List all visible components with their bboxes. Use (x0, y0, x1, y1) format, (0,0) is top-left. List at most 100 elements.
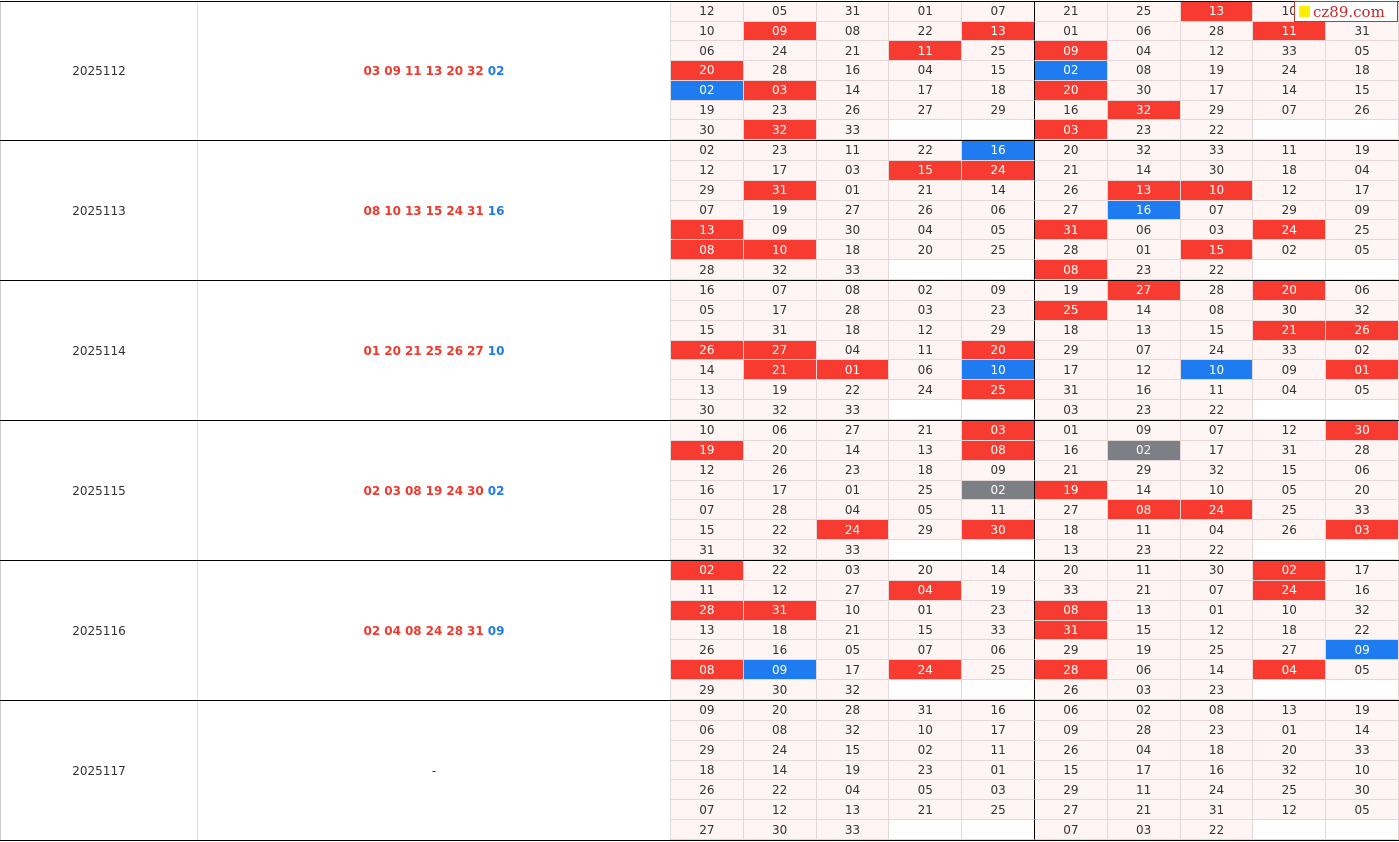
grid-cell-hit-red: 32 (743, 120, 817, 140)
grid-cell: 14 (962, 180, 1035, 201)
grid-cell: 14 (1107, 480, 1181, 501)
grid-cell-hit-red: 08 (1035, 260, 1108, 280)
red-ball: 19 (425, 483, 443, 498)
grid-cell: 16 (671, 281, 744, 301)
grid-cell-hit-blue: 16 (962, 141, 1035, 161)
grid-cell: 12 (671, 2, 744, 22)
grid-cell: 16 (1035, 440, 1108, 461)
grid-cell-hit-red: 08 (671, 660, 744, 681)
grid-cell: 28 (1180, 281, 1254, 301)
grid-cell: 07 (1180, 421, 1254, 441)
grid-cell: 21 (816, 41, 890, 62)
grid-cell: 05 (1326, 41, 1399, 62)
grid-cell: 30 (1180, 160, 1254, 181)
grid-cell-hit-red: 21 (743, 360, 817, 381)
number-grid: 09 20 28 31 16 06 02 08 13 19 06 08 32 10 17 09 28 23 01 14… (671, 701, 1399, 840)
number-grid: 10 06 27 21 03 01 09 07 12 30 19 20 14 13 08 16 02 17 31 28… (671, 421, 1399, 560)
grid-cell: 22 (889, 141, 963, 161)
grid-cell: 15 (671, 320, 744, 341)
grid-cell: 12 (1253, 421, 1327, 441)
grid-cell: 11 (962, 500, 1035, 521)
grid-cell: 04 (816, 500, 890, 521)
grid-cell: 10 (671, 421, 744, 441)
grid-cell: 07 (671, 500, 744, 521)
grid-cell-hit-red: 27 (1107, 281, 1181, 301)
grid-cell-hit-red: 02 (1253, 561, 1327, 581)
grid-cell: 06 (962, 200, 1035, 221)
grid-cell: 16 (962, 701, 1035, 721)
number-grid: 02 23 11 22 16 20 32 33 11 19 12 17 03 15 24 21 14 30 18 04… (671, 141, 1399, 280)
grid-cell: 11 (671, 580, 744, 601)
period-row: 2025113 08 10 13 15 24 31 16 02 23 11 22 16 20 32 33 11 1… (0, 141, 1399, 281)
red-ball: 31 (467, 203, 484, 218)
grid-cell: 31 (1253, 440, 1327, 461)
grid-cell: 20 (889, 561, 963, 581)
grid-cell: 01 (962, 760, 1035, 781)
grid-cell: 09 (1107, 421, 1181, 441)
site-logo[interactable]: cz89.com (1294, 1, 1398, 22)
grid-cell: 02 (671, 141, 744, 161)
grid-cell: 14 (1107, 300, 1181, 321)
grid-cell: 30 (671, 400, 744, 420)
grid-cell: 33 (816, 820, 890, 840)
grid-cell: 21 (1035, 160, 1108, 181)
grid-cell: 20 (1035, 561, 1108, 581)
grid-cell: 07 (962, 2, 1035, 22)
grid-cell: 18 (743, 620, 817, 641)
grid-cell: 11 (1107, 561, 1181, 581)
grid-cell: 13 (889, 440, 963, 461)
grid-cell: 03 (889, 300, 963, 321)
grid-cell: 26 (1035, 680, 1108, 700)
grid-cell: 17 (889, 80, 963, 101)
grid-cell: 30 (1253, 300, 1327, 321)
grid-cell-empty (889, 260, 963, 280)
grid-cell: 09 (1253, 360, 1327, 381)
grid-cell: 05 (1326, 240, 1399, 261)
grid-cell: 33 (816, 260, 890, 280)
grid-cell: 29 (1035, 640, 1108, 661)
grid-cell: 25 (1326, 220, 1399, 241)
grid-cell-hit-red: 08 (1107, 500, 1181, 521)
grid-cell: 23 (1107, 260, 1181, 280)
grid-cell: 05 (1326, 380, 1399, 401)
grid-cell: 14 (743, 760, 817, 781)
grid-cell: 23 (962, 600, 1035, 621)
grid-cell: 01 (816, 180, 890, 201)
grid-cell: 03 (1035, 400, 1108, 420)
grid-cell: 08 (743, 720, 817, 741)
grid-cell-hit-red: 24 (1180, 500, 1254, 521)
grid-cell: 25 (962, 660, 1035, 681)
grid-cell: 09 (671, 701, 744, 721)
grid-cell: 25 (962, 800, 1035, 821)
grid-cell-hit-red: 11 (889, 41, 963, 62)
grid-cell-empty (889, 820, 963, 840)
red-ball: 08 (363, 203, 381, 218)
grid-cell: 13 (671, 620, 744, 641)
grid-cell: 28 (1326, 440, 1399, 461)
grid-cell: 23 (1107, 120, 1181, 140)
grid-cell: 01 (816, 480, 890, 501)
grid-cell-empty (1326, 120, 1399, 140)
grid-cell: 04 (816, 780, 890, 801)
grid-cell: 11 (889, 340, 963, 361)
grid-cell-hit-red: 13 (1107, 180, 1181, 201)
grid-cell-hit-red: 08 (671, 240, 744, 261)
grid-cell: 21 (1107, 580, 1181, 601)
grid-cell: 18 (816, 240, 890, 261)
grid-cell: 27 (1035, 800, 1108, 821)
grid-cell-hit-red: 13 (671, 220, 744, 241)
grid-cell: 14 (1180, 660, 1254, 681)
grid-cell-hit-red: 20 (671, 61, 744, 81)
grid-cell: 26 (1253, 520, 1327, 541)
grid-cell: 25 (1180, 640, 1254, 661)
grid-cell-hit-red: 31 (743, 180, 817, 201)
grid-cell: 06 (743, 421, 817, 441)
grid-cell: 10 (816, 600, 890, 621)
grid-cell-empty (889, 120, 963, 140)
grid-cell-empty (962, 260, 1035, 280)
grid-cell-hit-red: 04 (1253, 660, 1327, 681)
draw-numbers: 08 10 13 15 24 31 16 (198, 141, 671, 280)
grid-cell: 16 (1326, 580, 1399, 601)
grid-cell: 22 (743, 520, 817, 541)
red-ball: 02 (363, 623, 381, 638)
